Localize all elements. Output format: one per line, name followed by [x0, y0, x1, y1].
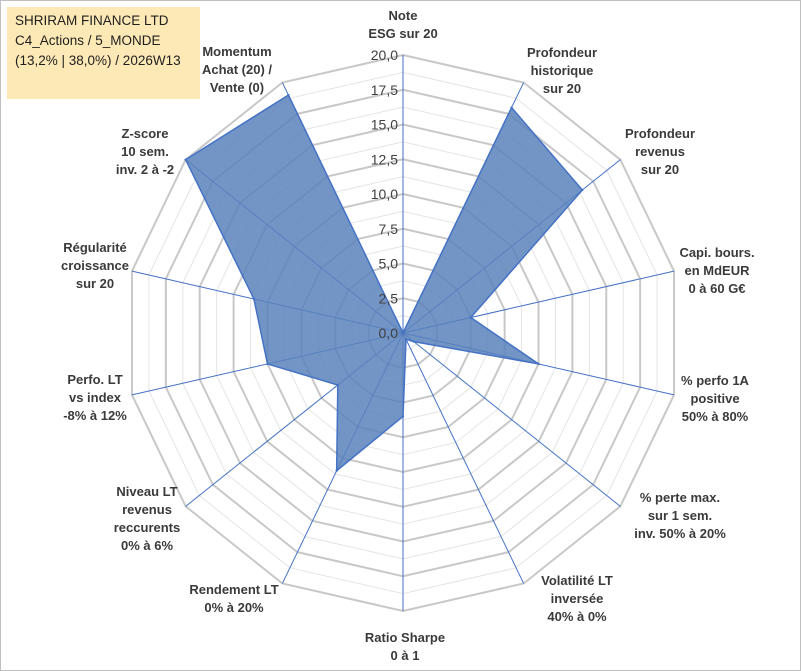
tick-label: 20,0 — [371, 47, 398, 63]
axis-label-line: en MdEUR — [685, 263, 751, 278]
axis-label-line: -8% à 12% — [63, 408, 127, 423]
data-point — [537, 362, 540, 366]
axis-label: Niveau LT revenus reccurents 0% à 6% — [114, 484, 180, 553]
radar-tick-labels: 0,0 2,5 5,0 7,5 10,0 12,5 15,0 17,5 20,0 — [371, 47, 398, 341]
radar-axis-labels: Note ESG sur 20 Profondeur historique sur 20… — [61, 8, 755, 663]
radar-series — [184, 93, 584, 473]
title-company: SHRIRAM FINANCE LTD — [15, 13, 169, 28]
axis-label: Ratio Sharpe 0 à 1 — [365, 630, 445, 663]
data-point — [401, 331, 405, 335]
axis-label-line: 50% à 80% — [682, 409, 749, 424]
axis-label: Volatilité LT inversée 40% à 0% — [541, 573, 613, 624]
axis-label-line: 0 à 1 — [391, 648, 420, 663]
axis-label: Note ESG sur 20 — [368, 8, 437, 41]
data-point — [336, 383, 339, 387]
axis-label-line: inversée — [551, 591, 604, 606]
tick-label: 12,5 — [371, 151, 398, 167]
axis-label-line: 0% à 20% — [204, 600, 264, 615]
tick-label: 7,5 — [379, 221, 399, 237]
data-point — [335, 469, 338, 472]
data-point — [469, 316, 472, 319]
data-point — [252, 297, 256, 301]
chart-title-box: SHRIRAM FINANCE LTD C4_Actions / 5_MONDE… — [7, 7, 200, 99]
axis-label-line: Note — [389, 8, 418, 23]
axis-label-line: Volatilité LT — [541, 573, 613, 588]
axis-label-line: 40% à 0% — [547, 609, 607, 624]
axis-label-line: Ratio Sharpe — [365, 630, 445, 645]
axis-label-line: Niveau LT — [116, 484, 177, 499]
axis-label: Profondeur historique sur 20 — [527, 45, 597, 96]
axis-label-line: reccurents — [114, 520, 180, 535]
axis-label: Régularité croissance sur 20 — [61, 240, 129, 291]
axis-label: Momentum Achat (20) / Vente (0) — [202, 44, 272, 95]
axis-label-line: Profondeur — [527, 45, 597, 60]
axis-label: Perfo. LT vs index -8% à 12% — [63, 372, 127, 423]
axis-label: Profondeur revenus sur 20 — [625, 126, 695, 177]
axis-label: Rendement LT 0% à 20% — [189, 582, 278, 615]
data-point — [401, 415, 405, 418]
axis-label-line: positive — [690, 391, 739, 406]
tick-label: 5,0 — [379, 256, 399, 272]
axis-spoke — [402, 332, 525, 584]
axis-label-line: Z-score — [122, 126, 169, 141]
data-point — [266, 362, 269, 366]
axis-label: % perte max. sur 1 sem. inv. 50% à 20% — [634, 490, 726, 541]
axis-label-line: inv. 50% à 20% — [634, 526, 726, 541]
data-point — [404, 338, 408, 341]
axis-label-line: revenus — [635, 144, 685, 159]
tick-label: 10,0 — [371, 186, 398, 202]
tick-label: 17,5 — [371, 82, 398, 98]
axis-label-line: ESG sur 20 — [368, 26, 437, 41]
axis-label-line: % perte max. — [640, 490, 720, 505]
data-point — [287, 93, 290, 97]
axis-label-line: revenus — [122, 502, 172, 517]
axis-label-line: 10 sem. — [121, 144, 169, 159]
axis-spoke — [402, 332, 621, 507]
axis-label-line: inv. 2 à -2 — [116, 162, 174, 177]
tick-label: 15,0 — [371, 117, 398, 133]
title-stats: (13,2% | 38,0%) / 2026W13 — [15, 53, 181, 68]
data-point — [412, 340, 416, 343]
axis-label-line: Régularité — [63, 240, 127, 255]
axis-label: Capi. bours. en MdEUR 0 à 60 G€ — [679, 245, 754, 296]
axis-label-line: historique — [531, 63, 594, 78]
axis-label: Z-score 10 sem. inv. 2 à -2 — [116, 126, 174, 177]
axis-label-line: croissance — [61, 258, 129, 273]
axis-label-line: Vente (0) — [210, 80, 264, 95]
axis-label-line: 0% à 6% — [121, 538, 173, 553]
data-point — [510, 106, 513, 109]
tick-label: 2,5 — [379, 290, 399, 306]
axis-label-line: Perfo. LT — [67, 372, 122, 387]
axis-label-line: vs index — [69, 390, 122, 405]
axis-label-line: Momentum — [202, 44, 271, 59]
axis-label-line: Profondeur — [625, 126, 695, 141]
axis-label-line: sur 20 — [641, 162, 679, 177]
axis-label-line: sur 20 — [76, 276, 114, 291]
data-point — [184, 158, 187, 161]
axis-label-line: 0 à 60 G€ — [688, 281, 745, 296]
axis-label-line: Capi. bours. — [679, 245, 754, 260]
title-category: C4_Actions / 5_MONDE — [15, 33, 161, 48]
axis-label-line: sur 1 sem. — [648, 508, 712, 523]
axis-label: % perfo 1A positive 50% à 80% — [681, 373, 750, 424]
axis-label-line: % perfo 1A — [681, 373, 750, 388]
axis-label-line: sur 20 — [543, 81, 581, 96]
tick-label: 0,0 — [379, 325, 399, 341]
data-point — [581, 188, 584, 192]
axis-label-line: Achat (20) / — [202, 62, 272, 77]
axis-label-line: Rendement LT — [189, 582, 278, 597]
